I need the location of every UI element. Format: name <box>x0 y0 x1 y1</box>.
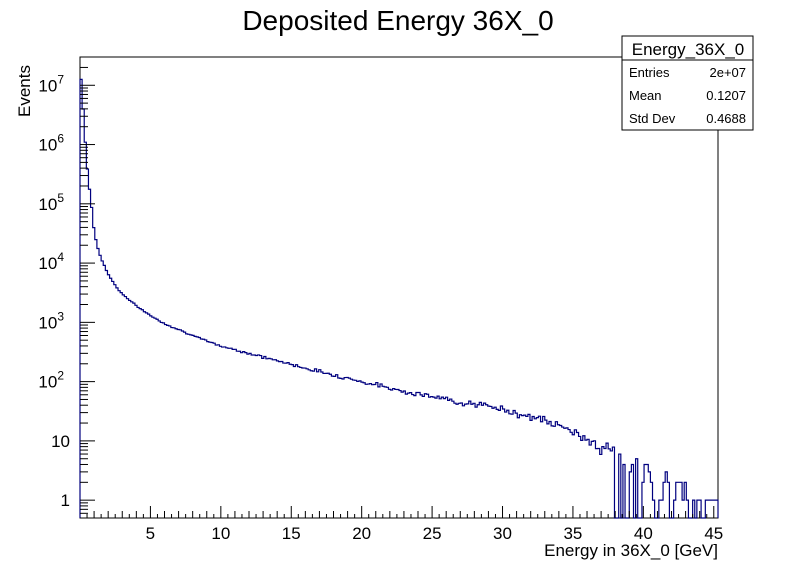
stats-box-frame <box>621 35 754 131</box>
stats-box: Energy_36X_0 Entries 2e+07 Mean 0.1207 S… <box>621 35 754 131</box>
y-tick-label: 107 <box>38 72 64 95</box>
stats-label-mean: Mean <box>629 88 662 103</box>
x-axis: 5 10 15 20 25 30 35 40 45 <box>86 506 723 543</box>
stats-value-mean: 0.1207 <box>706 88 746 103</box>
y-axis: 1 10 102 103 104 105 106 107 <box>38 56 95 519</box>
x-tick-label: 15 <box>282 524 301 543</box>
y-tick-label: 10 <box>51 432 70 451</box>
y-tick-label: 104 <box>38 250 64 273</box>
y-axis-title: Events <box>15 65 34 117</box>
histogram-bins <box>79 78 719 519</box>
y-tick-label: 102 <box>38 369 64 392</box>
stats-box-title: Energy_36X_0 <box>632 40 744 59</box>
x-tick-label: 35 <box>563 524 582 543</box>
x-tick-label: 30 <box>493 524 512 543</box>
x-tick-label: 40 <box>634 524 653 543</box>
histogram-line <box>79 78 719 519</box>
y-tick-label: 105 <box>38 191 64 214</box>
x-tick-label: 45 <box>704 524 723 543</box>
x-axis-title: Energy in 36X_0 [GeV] <box>544 541 718 560</box>
x-tick-label: 10 <box>211 524 230 543</box>
x-tick-label: 20 <box>352 524 371 543</box>
y-tick-label: 1 <box>61 491 70 510</box>
stats-label-stddev: Std Dev <box>629 111 676 126</box>
stats-value-entries: 2e+07 <box>709 65 746 80</box>
x-tick-label: 5 <box>146 524 155 543</box>
chart-title: Deposited Energy 36X_0 <box>242 5 553 36</box>
x-tick-label: 25 <box>423 524 442 543</box>
stats-label-entries: Entries <box>629 65 670 80</box>
y-tick-label: 106 <box>38 132 64 155</box>
y-tick-label: 103 <box>38 309 64 332</box>
stats-value-stddev: 0.4688 <box>706 111 746 126</box>
